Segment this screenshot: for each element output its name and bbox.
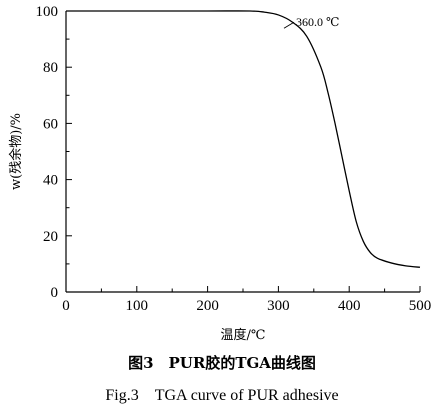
figure-caption-english: Fig.3 TGA curve of PUR adhesive: [105, 387, 339, 404]
x-tick-label: 300: [267, 298, 290, 314]
x-tick-label: 100: [126, 298, 149, 314]
annotation: 360.0 ℃: [283, 15, 339, 29]
y-tick-label: 80: [43, 60, 58, 76]
x-axis-label: 温度/℃: [221, 327, 266, 343]
y-tick-label: 100: [36, 4, 59, 20]
x-tick-label: 0: [62, 298, 70, 314]
y-tick-label: 40: [43, 173, 58, 189]
ticks: [65, 10, 421, 293]
axes: [65, 11, 420, 293]
tga-chart: 0 100 200 300 400 500 0 20 40 60 80 100 360.0 ℃ 温度/…: [8, 4, 432, 343]
y-tick-label: 0: [51, 285, 59, 301]
y-tick-label: 60: [43, 116, 58, 132]
tga-curve-line: [65, 10, 421, 268]
x-tick-label: 500: [409, 298, 432, 314]
tick-labels: 0 100 200 300 400 500 0 20 40 60 80 100: [36, 4, 432, 314]
annotation-text: 360.0 ℃: [296, 15, 339, 29]
annotation-leader-line: [283, 21, 295, 29]
x-tick-label: 400: [338, 298, 361, 314]
y-axis-label: w(残余物)/%: [8, 113, 24, 190]
y-tick-label: 20: [43, 229, 58, 245]
x-tick-label: 200: [196, 298, 219, 314]
figure-caption-chinese: 图3 PUR胶的TGA曲线图: [128, 354, 316, 372]
